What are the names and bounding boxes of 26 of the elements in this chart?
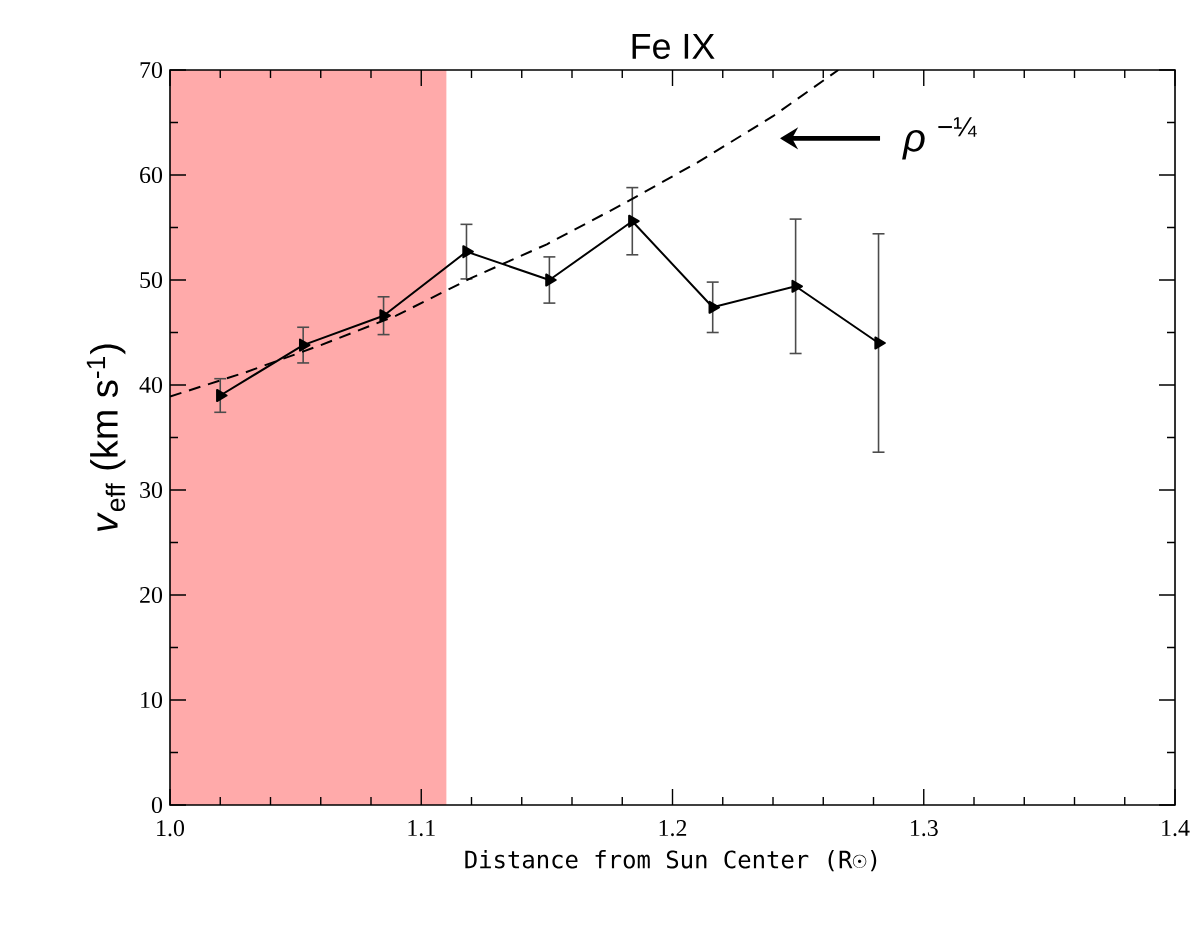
annotation: ρ $^{−¼}$ bbox=[902, 117, 977, 160]
y-tick-label: 40 bbox=[139, 376, 163, 394]
x-tick-label: 1.1 bbox=[408, 820, 435, 837]
point bbox=[298, 338, 311, 352]
point bbox=[628, 214, 640, 228]
y-tick-label: 10 bbox=[141, 691, 163, 709]
x-tick-label: 1.4 bbox=[1162, 820, 1190, 837]
x-tick-label: 1.3 bbox=[910, 820, 938, 837]
y-tick-label: 30 bbox=[140, 481, 163, 499]
y-tick-label: 20 bbox=[140, 586, 163, 604]
chart-title: Fe IX bbox=[632, 33, 715, 59]
x-tick-label: 1.0 bbox=[157, 820, 185, 837]
y-tick-label: 60 bbox=[140, 166, 163, 184]
point bbox=[791, 279, 803, 293]
y-axis-title: v$_{eff}$ (km s$^{-1}$) bbox=[86, 344, 126, 531]
point bbox=[545, 273, 557, 287]
point bbox=[216, 388, 228, 403]
y-tick-label: 0 bbox=[151, 796, 163, 814]
point bbox=[708, 300, 721, 314]
y-tick-label: 70 bbox=[140, 61, 163, 79]
x-axis-title: Distance from Sun Center (R☉) bbox=[465, 849, 877, 872]
point bbox=[462, 245, 474, 259]
y-tick-label: 50 bbox=[140, 271, 163, 289]
x-tick-label: 1.2 bbox=[659, 820, 687, 837]
point bbox=[874, 336, 886, 350]
point bbox=[379, 309, 391, 323]
